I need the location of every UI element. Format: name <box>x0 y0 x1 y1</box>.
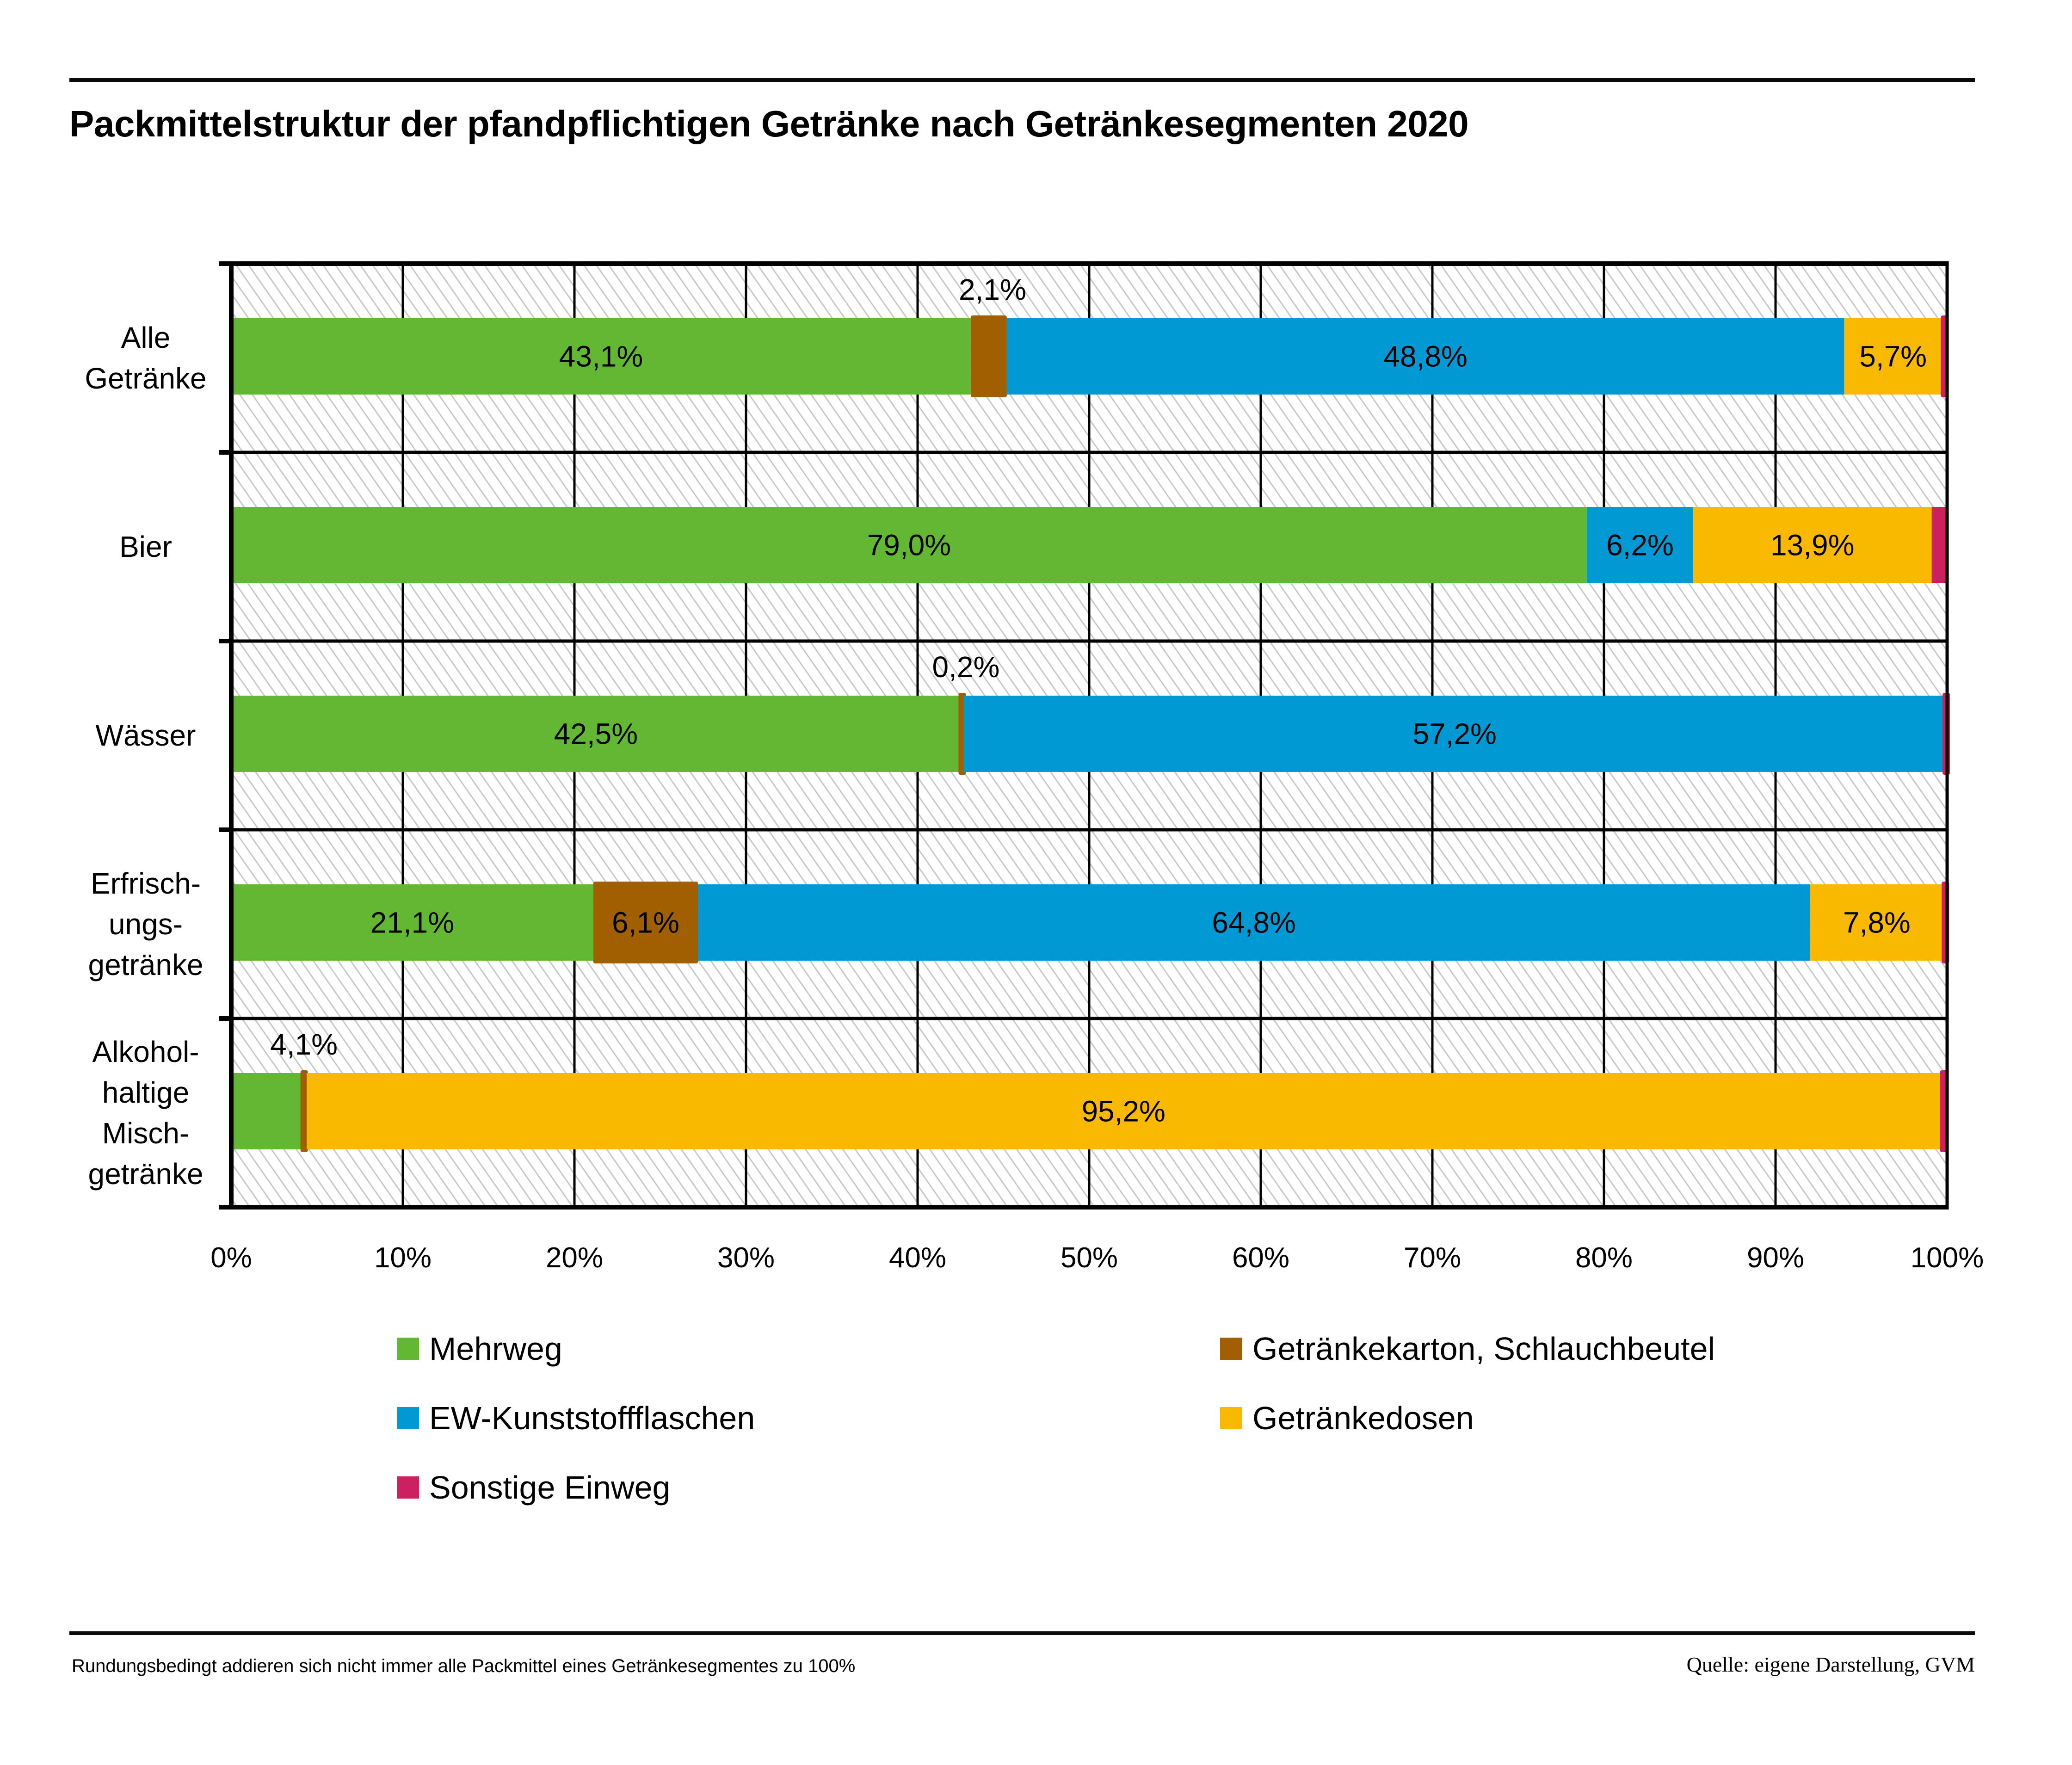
bar-segment <box>1006 318 1844 395</box>
source-note: Quelle: eigene Darstellung, GVM <box>1686 1653 1975 1676</box>
category-label: getränke <box>88 1157 203 1191</box>
x-tick-label: 30% <box>717 1242 775 1274</box>
data-label: 48,8% <box>1383 340 1467 373</box>
x-tick-label: 70% <box>1404 1242 1461 1274</box>
bar-segment <box>1693 507 1932 583</box>
data-label: 21,1% <box>370 906 454 939</box>
data-label: 79,0% <box>867 529 951 562</box>
x-tick-label: 10% <box>374 1242 432 1274</box>
x-tick-label: 40% <box>889 1242 946 1274</box>
chart-title: Packmittelstruktur der pfandpflichtigen … <box>69 103 1469 144</box>
data-label: 13,9% <box>1770 529 1854 562</box>
top-rule <box>69 78 1975 82</box>
bar-segment <box>1810 884 1944 961</box>
x-tick-label: 80% <box>1575 1242 1633 1274</box>
bar-segment <box>1586 507 1693 583</box>
bar-segment <box>971 315 1007 397</box>
bar-segment <box>593 882 698 963</box>
category-label: Getränke <box>85 362 206 395</box>
bar-segment <box>307 1073 1941 1149</box>
bar-segment <box>231 318 971 395</box>
data-label: 43,1% <box>559 340 643 373</box>
bar-segment <box>231 507 1587 583</box>
x-tick-label: 20% <box>546 1242 603 1274</box>
category-label: Erfrisch- <box>91 867 201 900</box>
data-label: 2,1% <box>959 273 1026 306</box>
footnote: Rundungsbedingt addieren sich nicht imme… <box>72 1656 856 1676</box>
data-label: 64,8% <box>1212 906 1295 939</box>
bar-segment <box>231 696 961 772</box>
category-label: Alle <box>121 321 171 354</box>
bottom-rule <box>69 1631 1975 1635</box>
x-tick-label: 50% <box>1061 1242 1118 1274</box>
bar-segment <box>964 696 1946 772</box>
bar-segment <box>231 1073 302 1149</box>
category-label: Wässer <box>96 719 196 752</box>
data-label: 5,7% <box>1859 340 1927 373</box>
data-label: 0,2% <box>932 650 1000 684</box>
category-label: Bier <box>119 530 172 563</box>
data-label: 95,2% <box>1081 1095 1165 1128</box>
data-label: 7,8% <box>1843 906 1911 939</box>
data-label: 57,2% <box>1412 717 1496 751</box>
category-label: getränke <box>88 948 203 981</box>
data-label: 6,2% <box>1606 529 1674 562</box>
bar-segment <box>1931 507 1947 583</box>
bar-segment <box>300 1070 308 1152</box>
bar-segment <box>698 884 1810 961</box>
x-tick-label: 90% <box>1747 1242 1804 1274</box>
data-label: 42,5% <box>554 717 638 751</box>
x-tick-label: 60% <box>1232 1242 1289 1274</box>
bar-segment <box>1844 318 1942 395</box>
category-label: Alkohol- <box>92 1035 199 1068</box>
data-label: 6,1% <box>612 906 679 939</box>
data-label: 4,1% <box>270 1028 338 1061</box>
bar-segment <box>231 884 593 961</box>
category-label: ungs- <box>109 907 183 941</box>
category-label: Misch- <box>102 1117 189 1150</box>
category-label: haltige <box>102 1076 190 1109</box>
x-tick-label: 0% <box>210 1242 252 1274</box>
x-tick-label: 100% <box>1911 1242 1984 1274</box>
